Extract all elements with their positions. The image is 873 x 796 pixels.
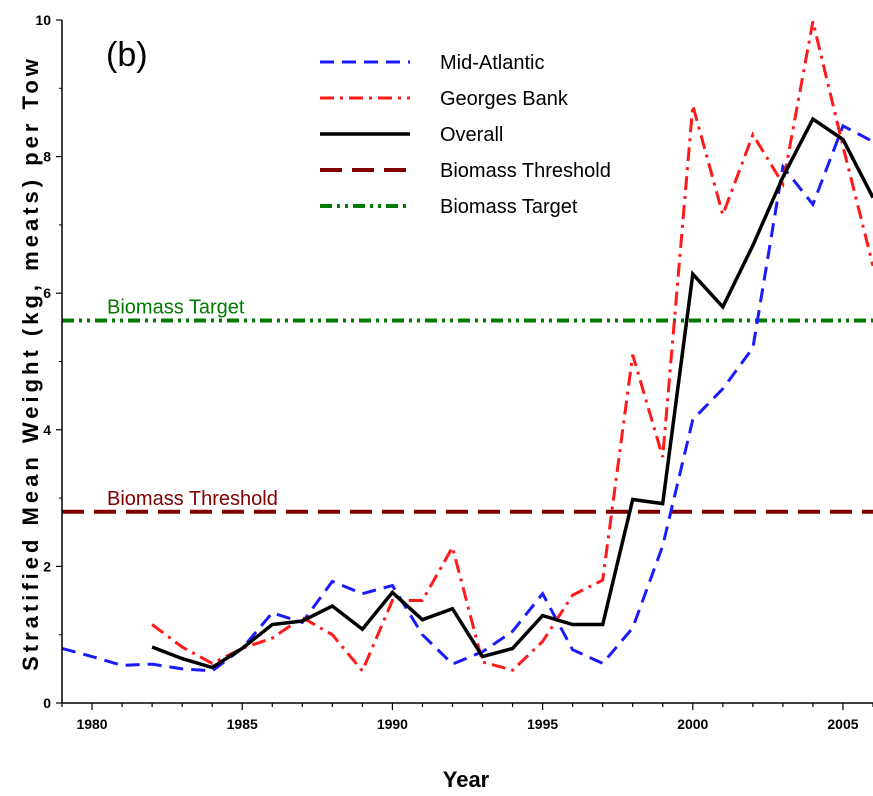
x-tick-label: 2005 bbox=[827, 716, 858, 732]
legend-label: Overall bbox=[440, 124, 503, 146]
panel-label: (b) bbox=[106, 36, 148, 74]
reference-label-biomass-target: Biomass Target bbox=[107, 297, 245, 319]
x-ticks: 1980 1985 1990 1995 2000 2005 bbox=[61, 703, 873, 732]
reference-label-biomass-threshold: Biomass Threshold bbox=[107, 488, 278, 510]
y-axis-title: Stratified Mean Weight (kg, meats) per T… bbox=[18, 55, 43, 671]
legend-label: Biomass Threshold bbox=[440, 160, 611, 182]
series-line-mid-atlantic bbox=[62, 123, 873, 673]
series-line-georges-bank bbox=[151, 21, 873, 674]
x-tick-label: 1980 bbox=[76, 716, 107, 732]
y-tick-label: 6 bbox=[43, 285, 51, 301]
legend-label: Mid-Atlantic bbox=[440, 52, 544, 74]
y-tick-label: 10 bbox=[35, 12, 51, 28]
legend-label: Biomass Target bbox=[440, 196, 578, 218]
series-lines bbox=[62, 21, 873, 674]
y-ticks: 0 2 4 6 8 10 bbox=[35, 12, 62, 711]
y-tick-label: 0 bbox=[43, 695, 51, 711]
legend-label: Georges Bank bbox=[440, 88, 569, 110]
x-tick-label: 1985 bbox=[227, 716, 258, 732]
legend: Mid-Atlantic Georges Bank Overall Biomass T… bbox=[320, 52, 611, 218]
y-tick-label: 2 bbox=[43, 558, 51, 574]
series-line-overall bbox=[151, 116, 873, 670]
axes bbox=[61, 20, 873, 704]
y-tick-label: 8 bbox=[43, 149, 51, 165]
x-tick-label: 2000 bbox=[677, 716, 708, 732]
reference-lines: Biomass Threshold Biomass Target bbox=[62, 297, 873, 514]
x-axis-title: Year bbox=[443, 767, 490, 792]
y-tick-label: 4 bbox=[43, 422, 51, 438]
x-tick-label: 1990 bbox=[377, 716, 408, 732]
x-tick-label: 1995 bbox=[527, 716, 558, 732]
